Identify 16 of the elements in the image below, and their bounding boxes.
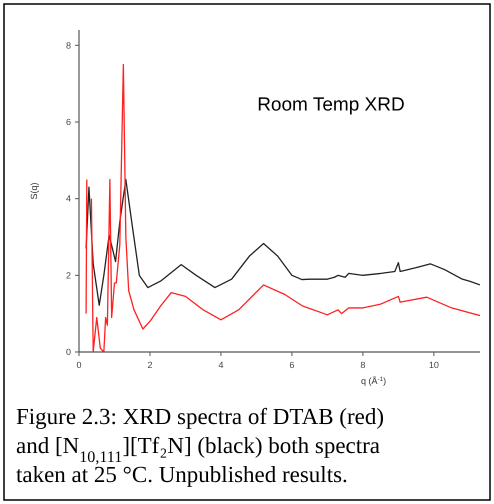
caption: Figure 2.3: XRD spectra of DTAB (red) and [N$_{10,111}$][Tf₂N] (black) both spectra taken at 25 °C. Unpublished results.: [16, 404, 384, 487]
x-tick-label: 0: [76, 360, 82, 370]
y-tick-label: 2: [66, 270, 71, 280]
y-tick-label: 6: [66, 117, 71, 127]
x-tick-label: 8: [360, 360, 366, 370]
line-series: [85, 178, 480, 306]
y-axis-title: S(q): [29, 182, 39, 200]
y-tick-label: 0: [66, 347, 71, 357]
x-axis-title: q (Å$^{-1}$): [360, 376, 386, 386]
y-tick-label: 8: [66, 40, 71, 50]
x-tick-label: 6: [289, 360, 294, 370]
text: Room Temp XRD: [257, 94, 405, 116]
x-tick-label: 2: [147, 360, 152, 370]
x-tick-label: 4: [218, 360, 224, 370]
x-tick-label: 10: [428, 360, 439, 370]
y-tick-label: 4: [66, 194, 71, 204]
